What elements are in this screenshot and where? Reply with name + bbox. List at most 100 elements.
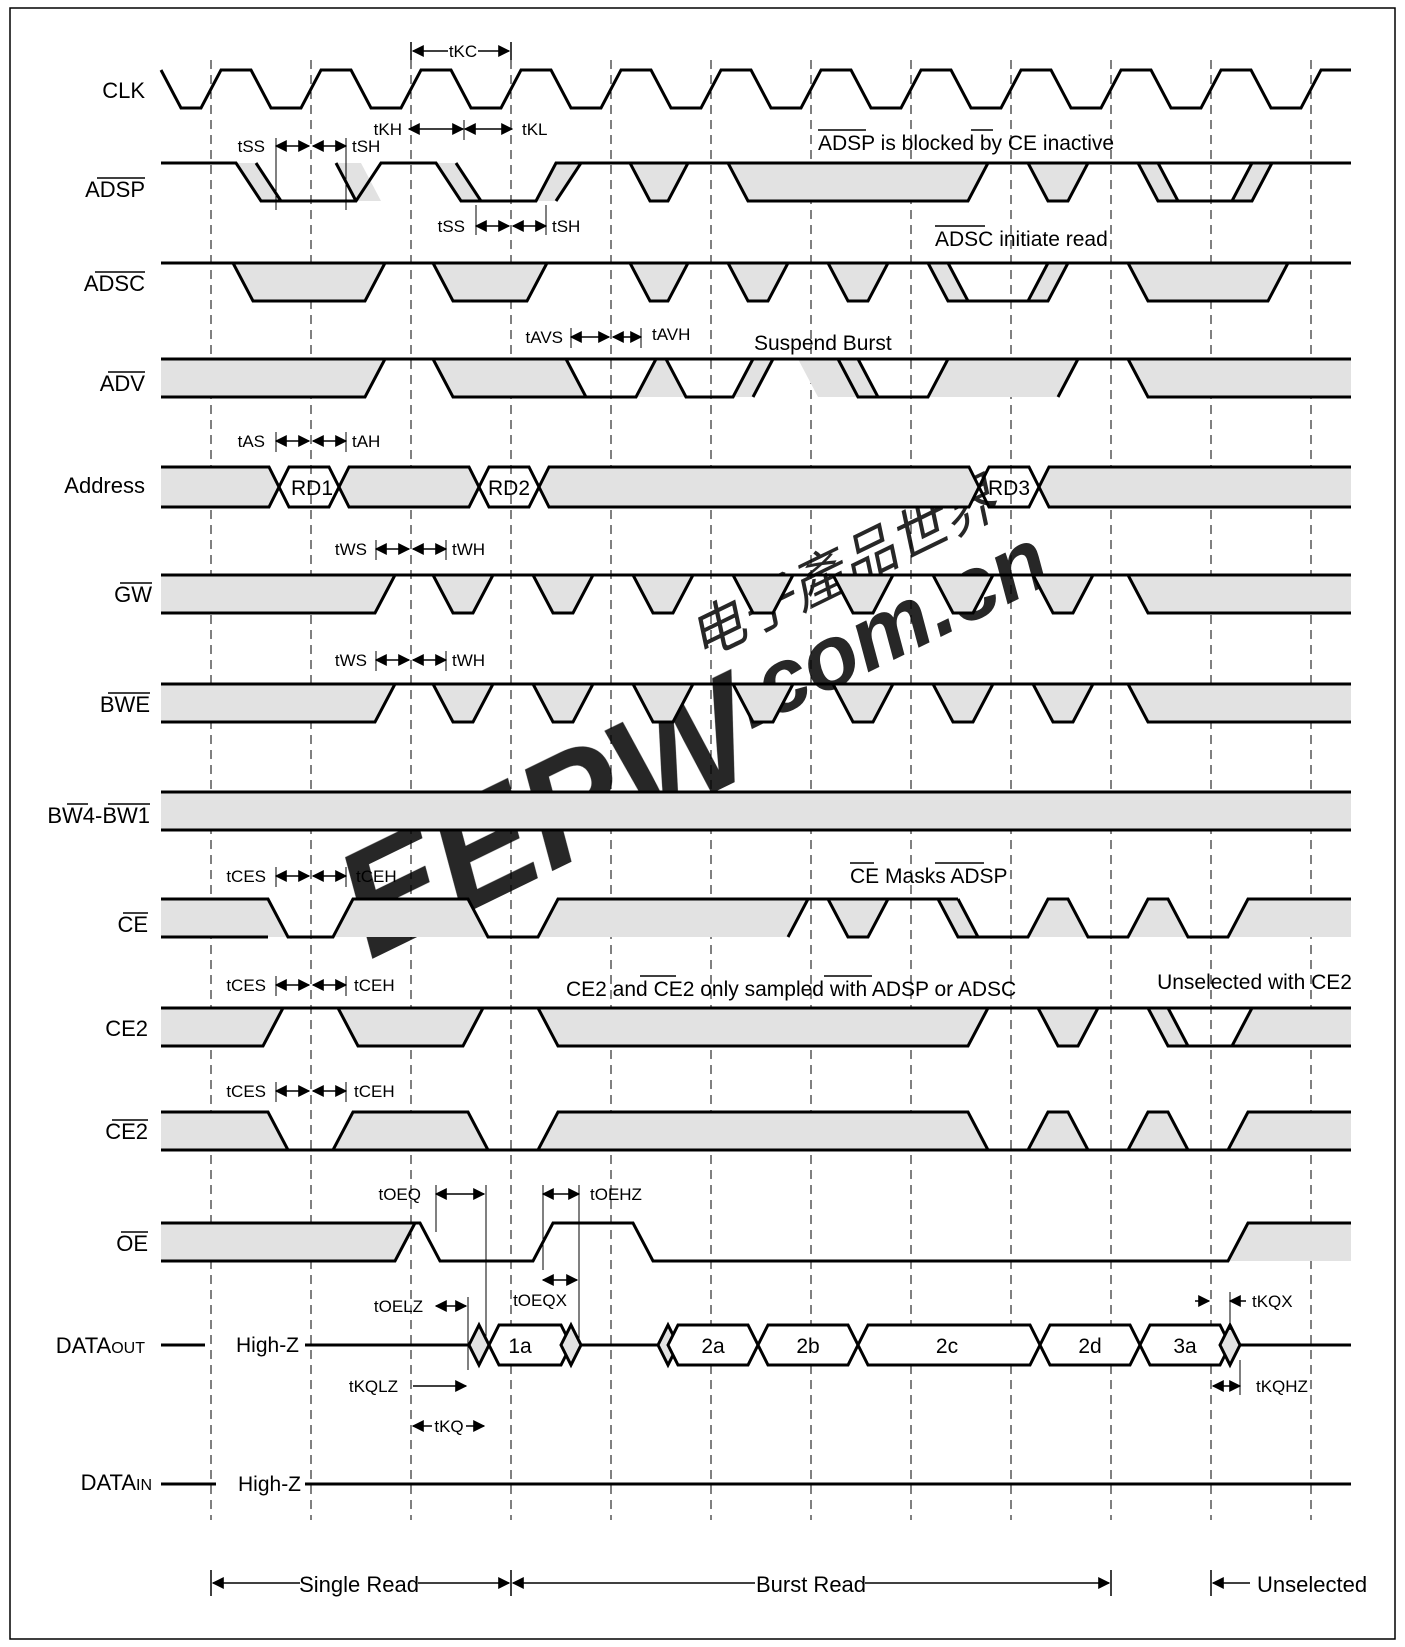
toelz-marker: [434, 1297, 469, 1370]
label-tkh: tKH: [374, 120, 402, 139]
label-toelz: tOELZ: [374, 1297, 423, 1316]
label-tceh-2: tCEH: [354, 976, 395, 995]
tces-tceh-markers-3: [274, 1082, 348, 1102]
signal-label-adsp: ADSP: [85, 177, 145, 202]
label-tavh: tAVH: [652, 325, 690, 344]
phase-burst-read: [511, 1570, 1112, 1596]
note-unselected-ce2: Unselected with CE2: [1157, 971, 1352, 994]
label-tkqx: tKQX: [1252, 1292, 1293, 1311]
adsp-waveform: [161, 161, 1351, 203]
dataout-high-z: High-Z: [236, 1334, 299, 1357]
tces-tceh-markers-2: [274, 976, 348, 996]
note-adsc-initiate-signal: ADSC: [935, 228, 993, 251]
signal-label-bw: BW4-BW1: [47, 803, 150, 828]
tws-twh-markers-2: [374, 651, 448, 671]
note-ce2-only-sampled: CE2 and CE2 only sampled with ADSP or AD…: [566, 975, 1016, 1001]
address-cell-rd1: RD1: [291, 477, 333, 500]
label-tces-3: tCES: [226, 1082, 266, 1101]
signal-label-ce2: CE2: [105, 1016, 148, 1041]
label-tsh-2: tSH: [552, 217, 580, 236]
label-tceh-1: tCEH: [356, 867, 397, 886]
svg-text:CE Masks ADSP: CE Masks ADSP: [850, 865, 1008, 888]
label-tkq: tKQ: [434, 1417, 463, 1436]
tkqx-marker: [1195, 1292, 1246, 1330]
label-tss-2: tSS: [438, 217, 465, 236]
phase-unselected: [1210, 1570, 1250, 1596]
tkc-marker: [410, 42, 512, 60]
note-ce-masks-adsp: ADSP: [950, 865, 1007, 888]
svg-text:ADSP is blocked by CE inactive: ADSP is blocked by CE inactive: [818, 132, 1114, 155]
tss-tsh-markers-2: [474, 205, 548, 235]
tces-tceh-markers-1: [274, 867, 348, 887]
label-tces-2: tCES: [226, 976, 266, 995]
signal-label-adsc: ADSC: [84, 271, 145, 296]
clk-waveform: [159, 68, 1351, 110]
label-toeq: tOEQ: [378, 1185, 421, 1204]
datain-high-z: High-Z: [238, 1473, 301, 1496]
toeq-marker: [434, 1185, 487, 1340]
signal-label-oe: OE: [116, 1231, 148, 1256]
phase-single-read: [210, 1570, 512, 1596]
note-suspend-burst: Suspend Burst: [754, 332, 892, 355]
data-cell-2c: 2c: [936, 1335, 958, 1358]
label-tces-1: tCES: [226, 867, 266, 886]
label-tavs: tAVS: [526, 328, 563, 347]
tss-tsh-markers-1: [274, 138, 348, 210]
address-cell-rd2: RD2: [488, 477, 530, 500]
toehz-marker: [541, 1185, 581, 1340]
label-tkqlz: tKQLZ: [349, 1377, 398, 1396]
tkqhz-marker: [1211, 1360, 1242, 1395]
label-tkc: tKC: [449, 42, 477, 61]
signal-label-dataout: DATAOUT: [56, 1333, 145, 1358]
label-tas: tAS: [238, 432, 265, 451]
gw-waveform: [161, 573, 1351, 615]
phase-label-single-read: Single Read: [299, 1572, 419, 1597]
label-toehz: tOEHZ: [590, 1185, 642, 1204]
signal-label-bwe: BWE: [100, 692, 150, 717]
label-tkqhz: tKQHZ: [1256, 1377, 1308, 1396]
signal-label-ce2-bar: CE2: [105, 1119, 148, 1144]
label-tceh-3: tCEH: [354, 1082, 395, 1101]
tkh-tkl-markers: [407, 120, 514, 140]
signal-label-adv: ADV: [100, 371, 146, 396]
ce-waveform: [161, 897, 1351, 939]
label-tah: tAH: [352, 432, 380, 451]
note-ce-masks: CE Masks ADSP: [850, 862, 1008, 888]
dataout-waveform: [305, 1321, 1351, 1369]
note-ce-masks-ce: CE: [850, 865, 879, 888]
svg-text:CE2 and CE2 only sampled with: CE2 and CE2 only sampled with ADSP or AD…: [566, 978, 1016, 1001]
data-cell-2b: 2b: [796, 1335, 819, 1358]
phase-label-unselected: Unselected: [1257, 1572, 1367, 1597]
signal-label-clk: CLK: [102, 78, 145, 103]
diagram-frame: [9, 7, 1396, 1640]
note-ce2-bar: CE2: [654, 978, 695, 1001]
data-cell-1a: 1a: [508, 1335, 532, 1358]
adsc-waveform: [161, 261, 1351, 303]
data-cell-2a: 2a: [701, 1335, 725, 1358]
note-adsc-initiate: ADSC initiate read: [935, 225, 1108, 251]
svg-text:ADSC initiate read: ADSC initiate read: [935, 228, 1108, 251]
label-twh-2: tWH: [452, 651, 485, 670]
label-tws-2: tWS: [335, 651, 367, 670]
tws-twh-markers-1: [374, 540, 448, 560]
signal-label-ce: CE: [117, 912, 148, 937]
signal-label-datain: DATAIN: [81, 1470, 152, 1495]
ce2-waveform: [161, 1006, 1351, 1048]
label-twh-1: tWH: [452, 540, 485, 559]
label-tsh-1: tSH: [352, 137, 380, 156]
adv-waveform: [161, 357, 1351, 399]
phase-label-burst-read: Burst Read: [756, 1572, 866, 1597]
address-cell-rd3: RD3: [988, 477, 1030, 500]
note-adsp-blocked: ADSP is blocked by CE inactive: [818, 129, 1114, 155]
note-adsp-blocked-ce: CE: [1008, 132, 1037, 155]
label-tws-1: tWS: [335, 540, 367, 559]
data-cell-2d: 2d: [1078, 1335, 1101, 1358]
bwe-waveform: [161, 682, 1351, 724]
clock-reference-lines: [210, 60, 1312, 1520]
tas-tah-markers: [274, 432, 348, 452]
address-waveform: [161, 465, 1351, 509]
note-adsp-blocked-signal: ADSP: [818, 132, 875, 155]
label-toeqx: tOEQX: [513, 1291, 567, 1310]
ce2-bar-waveform: [161, 1110, 1351, 1152]
